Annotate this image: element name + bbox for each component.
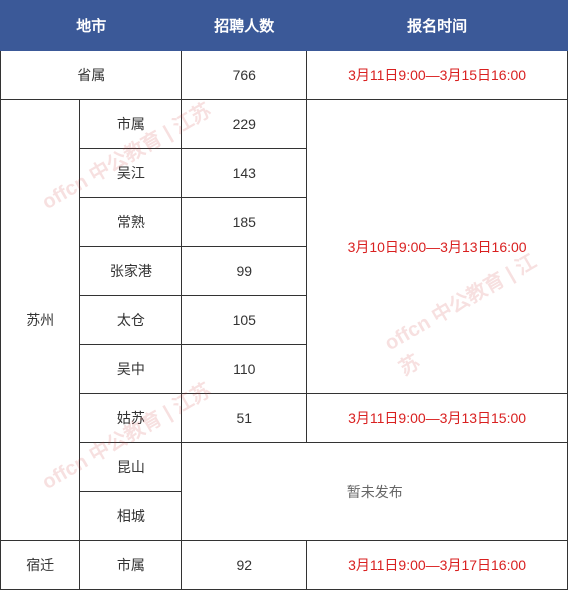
cell-district: 姑苏 [80, 394, 182, 443]
cell-count: 110 [182, 345, 307, 394]
cell-count: 185 [182, 198, 307, 247]
cell-district: 张家港 [80, 247, 182, 296]
cell-city: 省属 [1, 51, 182, 100]
cell-count: 92 [182, 541, 307, 590]
cell-city-group: 苏州 [1, 100, 80, 541]
cell-district: 太仓 [80, 296, 182, 345]
cell-time: 3月10日9:00—3月13日16:00 [307, 100, 568, 394]
cell-count: 105 [182, 296, 307, 345]
table-row: 姑苏 51 3月11日9:00—3月13日15:00 [1, 394, 568, 443]
cell-count: 143 [182, 149, 307, 198]
header-row: 地市 招聘人数 报名时间 [1, 1, 568, 51]
cell-unpublished: 暂未发布 [182, 443, 568, 541]
cell-city-group: 宿迁 [1, 541, 80, 590]
header-time: 报名时间 [307, 1, 568, 51]
header-city: 地市 [1, 1, 182, 51]
cell-district: 常熟 [80, 198, 182, 247]
table-row: 昆山 暂未发布 [1, 443, 568, 492]
cell-count: 51 [182, 394, 307, 443]
table-row: 苏州 市属 229 3月10日9:00—3月13日16:00 [1, 100, 568, 149]
cell-district: 市属 [80, 100, 182, 149]
cell-district: 昆山 [80, 443, 182, 492]
cell-district: 吴江 [80, 149, 182, 198]
table-row: 宿迁 市属 92 3月11日9:00—3月17日16:00 [1, 541, 568, 590]
cell-count: 229 [182, 100, 307, 149]
cell-district: 市属 [80, 541, 182, 590]
cell-district: 相城 [80, 492, 182, 541]
cell-count: 99 [182, 247, 307, 296]
cell-time: 3月11日9:00—3月17日16:00 [307, 541, 568, 590]
cell-count: 766 [182, 51, 307, 100]
cell-district: 吴中 [80, 345, 182, 394]
cell-time: 3月11日9:00—3月15日16:00 [307, 51, 568, 100]
table-row: 省属 766 3月11日9:00—3月15日16:00 [1, 51, 568, 100]
cell-time: 3月11日9:00—3月13日15:00 [307, 394, 568, 443]
header-count: 招聘人数 [182, 1, 307, 51]
recruitment-table: 地市 招聘人数 报名时间 省属 766 3月11日9:00—3月15日16:00… [0, 0, 568, 590]
